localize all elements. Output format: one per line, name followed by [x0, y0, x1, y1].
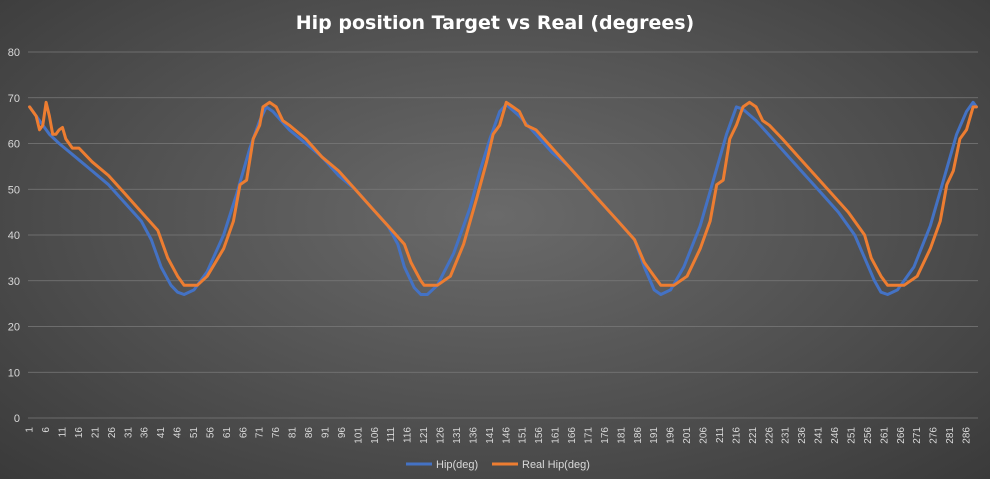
x-tick-label: 156	[534, 427, 545, 444]
x-tick-label: 191	[649, 427, 660, 444]
x-tick-label: 281	[945, 427, 956, 444]
x-tick-label: 86	[304, 427, 315, 439]
series-lines	[28, 100, 978, 296]
series-line-hip	[28, 100, 978, 296]
y-tick-label: 20	[8, 322, 20, 334]
x-tick-label: 61	[222, 427, 233, 439]
y-tick-label: 0	[14, 413, 20, 425]
x-tick-label: 41	[156, 427, 167, 439]
legend-label: Real Hip(deg)	[522, 459, 590, 471]
x-tick-label: 81	[288, 427, 299, 439]
y-tick-label: 70	[8, 93, 20, 105]
x-tick-label: 271	[912, 427, 923, 444]
x-tick-label: 206	[699, 427, 710, 444]
x-tick-label: 231	[781, 427, 792, 444]
x-tick-label: 21	[90, 427, 101, 439]
y-tick-label: 80	[8, 47, 20, 59]
x-tick-label: 276	[929, 427, 940, 444]
x-tick-label: 91	[320, 427, 331, 439]
x-tick-label: 241	[814, 427, 825, 444]
x-tick-label: 131	[452, 427, 463, 444]
x-tick-label: 11	[58, 427, 69, 438]
x-tick-label: 56	[205, 427, 216, 439]
x-tick-label: 186	[633, 427, 644, 444]
x-tick-label: 211	[715, 427, 726, 443]
x-tick-label: 216	[731, 427, 742, 444]
x-tick-label: 226	[764, 427, 775, 444]
x-tick-label: 176	[600, 427, 611, 444]
y-tick-label: 60	[8, 139, 20, 151]
x-tick-label: 151	[518, 427, 529, 444]
x-tick-label: 141	[485, 427, 496, 444]
x-tick-label: 31	[123, 427, 134, 439]
x-tick-label: 76	[271, 427, 282, 439]
x-tick-label: 236	[797, 427, 808, 444]
x-tick-label: 46	[173, 427, 184, 439]
x-tick-label: 1	[25, 427, 36, 433]
x-tick-label: 51	[189, 427, 200, 439]
x-tick-label: 256	[863, 427, 874, 444]
x-tick-label: 221	[748, 427, 759, 444]
x-tick-label: 261	[879, 427, 890, 444]
x-tick-label: 106	[370, 427, 381, 444]
x-tick-label: 136	[468, 427, 479, 444]
x-tick-label: 196	[666, 427, 677, 444]
x-tick-label: 66	[238, 427, 249, 439]
x-tick-label: 126	[436, 427, 447, 444]
legend: Hip(deg) Real Hip(deg)	[406, 459, 590, 471]
x-tick-label: 121	[419, 427, 430, 444]
x-tick-label: 116	[403, 427, 414, 443]
x-tick-label: 26	[107, 427, 118, 439]
x-tick-label: 286	[961, 427, 972, 444]
legend-label: Hip(deg)	[436, 459, 478, 471]
x-tick-label: 36	[140, 427, 151, 439]
x-tick-label: 161	[551, 427, 562, 444]
y-tick-label: 40	[8, 230, 20, 242]
x-tick-label: 171	[583, 427, 594, 444]
x-tick-label: 96	[337, 427, 348, 439]
x-tick-label: 166	[567, 427, 578, 444]
y-tick-label: 10	[8, 367, 20, 379]
x-tick-label: 6	[41, 427, 52, 433]
x-tick-label: 201	[682, 427, 693, 444]
x-tick-label: 16	[74, 427, 85, 439]
chart-title: Hip position Target vs Real (degrees)	[296, 12, 694, 34]
x-tick-label: 101	[353, 427, 364, 444]
x-axis-labels: 1 6 11 16 21 26 31 36 41 46 51 56 61 66 71 76 81 86 91 96 10…	[25, 427, 973, 444]
y-tick-label: 30	[8, 276, 20, 288]
y-axis-labels: 0 10 20 30 40 50 60 70 80	[8, 47, 20, 425]
x-tick-label: 246	[830, 427, 841, 444]
x-tick-label: 111	[386, 427, 397, 443]
x-tick-label: 181	[616, 427, 627, 444]
x-tick-label: 251	[846, 427, 857, 444]
gridlines	[28, 51, 978, 419]
series-line-real-hip	[28, 100, 978, 287]
y-tick-label: 50	[8, 184, 20, 196]
x-tick-label: 71	[255, 427, 266, 439]
x-tick-label: 266	[896, 427, 907, 444]
x-tick-label: 146	[501, 427, 512, 444]
